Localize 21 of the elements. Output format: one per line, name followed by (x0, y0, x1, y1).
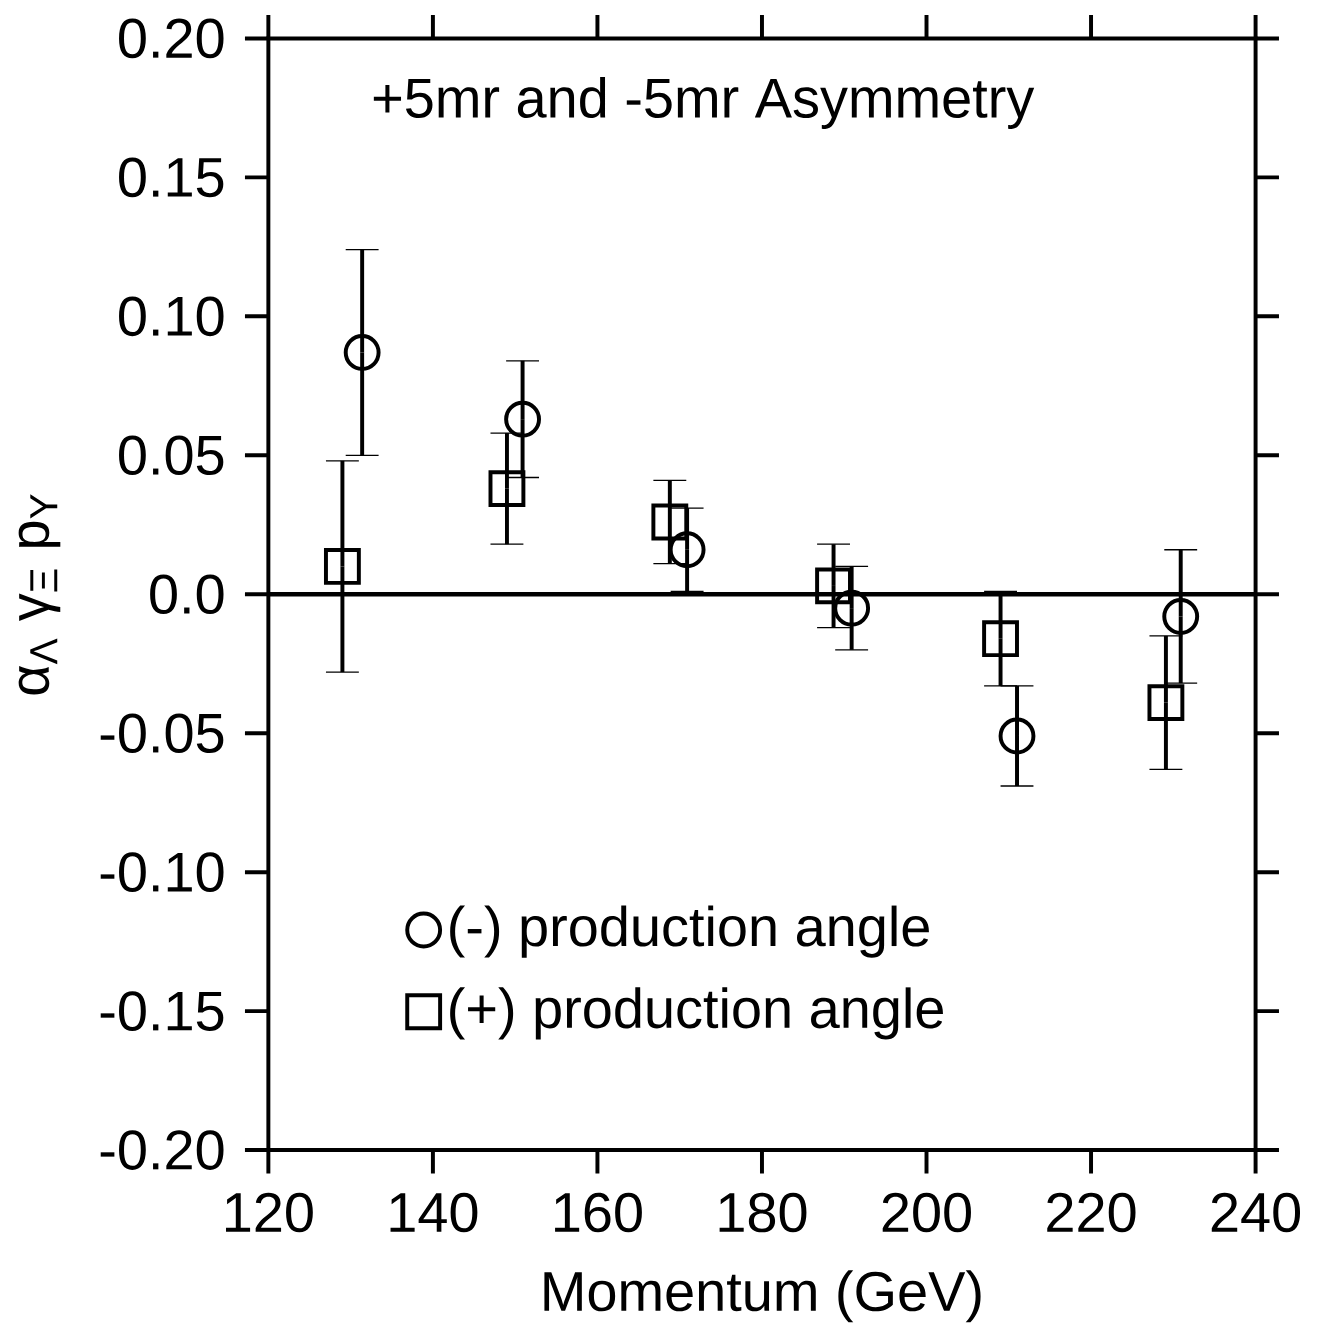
x-tick-label: 160 (555, 1192, 642, 1233)
x-tick-label: 180 (719, 1192, 807, 1233)
y-tick-label: 0.20 (119, 18, 224, 59)
y-tick-label: 0.0 (150, 574, 224, 615)
x-tick-label: 120 (226, 1192, 313, 1233)
x-tick-label: 220 (1047, 1192, 1136, 1233)
x-tick-label: 240 (1211, 1192, 1301, 1233)
x-tick-label: 140 (390, 1192, 478, 1233)
x-axis-title: Momentum (GeV) (544, 1270, 981, 1323)
x-tick-label: 200 (882, 1192, 972, 1233)
y-tick-label: 0.10 (119, 296, 224, 337)
legend-label: (+) production angle (450, 987, 944, 1040)
legend-label: (-) production angle (450, 905, 929, 958)
y-tick-label: -0.05 (100, 713, 224, 754)
text: +5mr and -5mr Asymmetry (373, 76, 1035, 129)
y-axis-title: α$_{Λ}$ γ$_{Ξ}$ p$_{Y}$ (18, 494, 61, 695)
y-tick-label: 0.15 (119, 157, 224, 198)
y-tick-label: -0.10 (100, 852, 224, 892)
y-tick-label: -0.20 (100, 1130, 224, 1170)
y-tick-label: -0.15 (100, 991, 224, 1031)
y-tick-label: 0.05 (119, 435, 224, 476)
